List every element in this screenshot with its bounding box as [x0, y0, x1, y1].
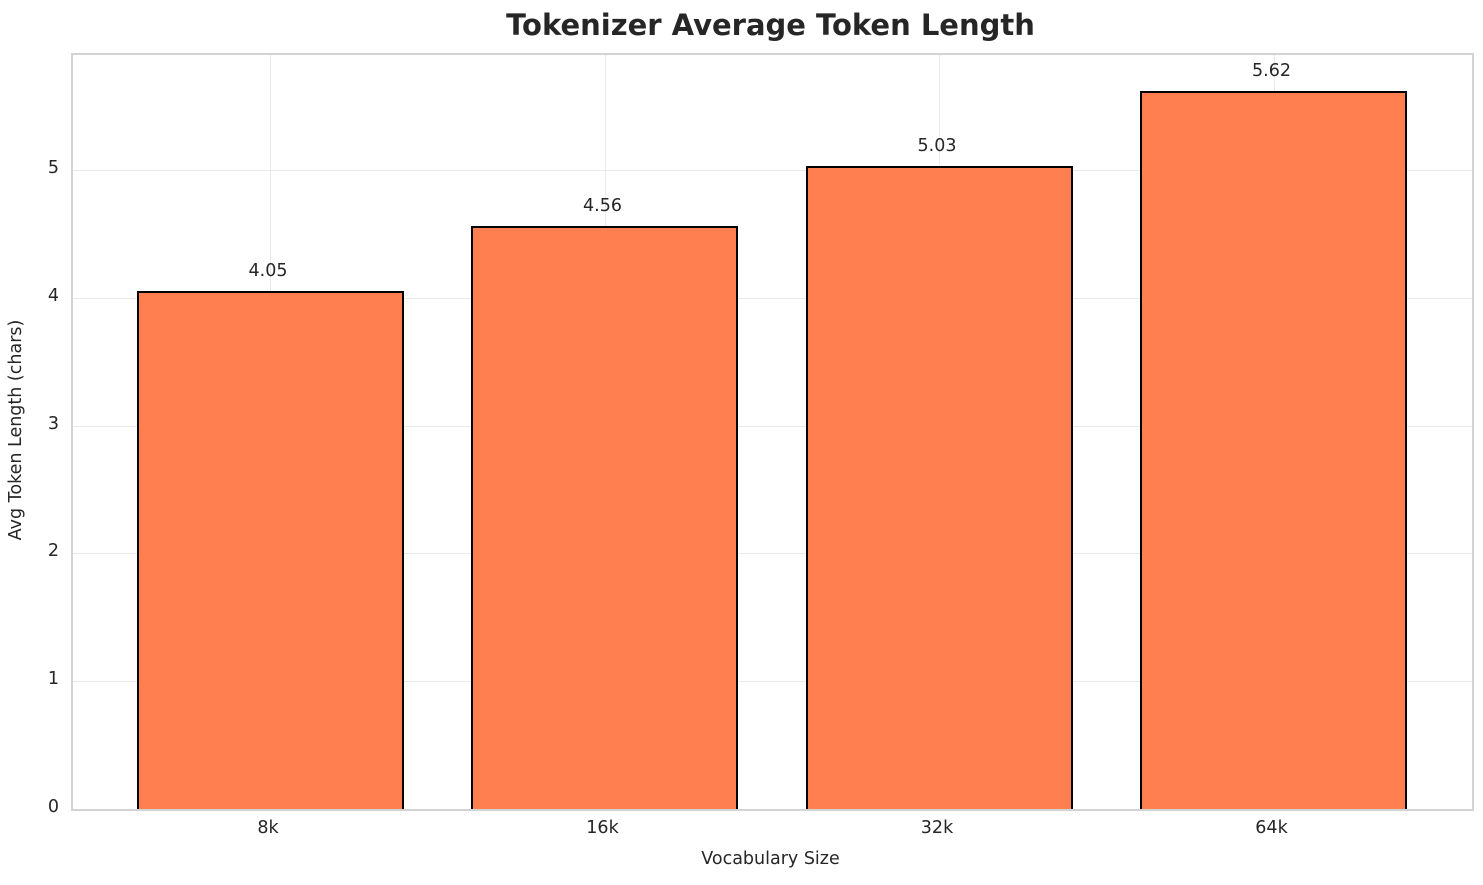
bar — [136, 291, 404, 809]
gridline-horizontal — [73, 681, 1472, 683]
x-tick-label: 8k — [257, 818, 279, 838]
bar-value-label: 5.62 — [1252, 60, 1291, 81]
y-tick-label: 3 — [47, 413, 59, 434]
y-tick-label: 5 — [47, 158, 59, 179]
y-tick-label: 1 — [47, 669, 59, 690]
chart-title: Tokenizer Average Token Length — [506, 8, 1035, 42]
bar-value-label: 4.56 — [583, 196, 622, 217]
x-axis-label: Vocabulary Size — [701, 849, 840, 869]
y-tick-label: 0 — [47, 797, 59, 817]
bar-value-label: 4.05 — [248, 261, 288, 282]
y-tick-label: 4 — [47, 285, 59, 306]
plot-area — [71, 53, 1474, 811]
bar-value-label: 5.03 — [917, 136, 957, 157]
bar — [1140, 90, 1407, 809]
bar — [805, 166, 1073, 809]
y-axis-label: Avg Token Length (chars) — [6, 319, 26, 541]
x-tick-label: 64k — [1255, 818, 1288, 838]
x-tick-label: 32k — [920, 818, 954, 838]
y-tick-label: 2 — [47, 541, 59, 562]
gridline-horizontal — [73, 297, 1472, 299]
gridline-horizontal — [73, 553, 1472, 555]
x-tick-label: 16k — [586, 818, 619, 838]
gridline-horizontal — [73, 170, 1472, 172]
bar — [471, 226, 738, 809]
gridline-horizontal — [73, 425, 1472, 427]
